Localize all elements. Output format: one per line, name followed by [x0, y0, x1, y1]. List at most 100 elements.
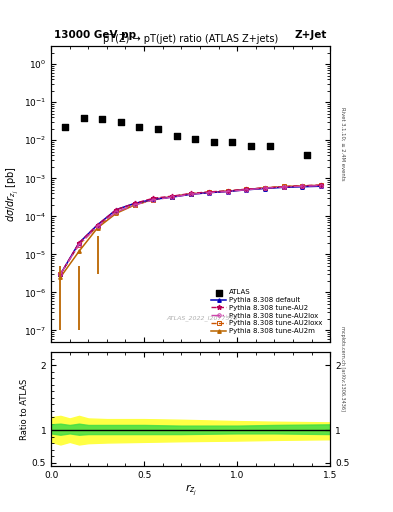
Pythia 8.308 tune-AU2loxx: [188, 191, 193, 197]
ATLAS: [155, 125, 161, 133]
Pythia 8.308 default: [263, 185, 267, 191]
ATLAS: [230, 138, 236, 146]
Pythia 8.308 tune-AU2: [151, 195, 156, 201]
Pythia 8.308 tune-AU2lox: [318, 183, 323, 189]
Pythia 8.308 tune-AU2m: [188, 191, 193, 197]
Pythia 8.308 default: [300, 184, 305, 190]
Pythia 8.308 tune-AU2lox: [132, 202, 137, 208]
Pythia 8.308 tune-AU2loxx: [58, 271, 63, 278]
Pythia 8.308 tune-AU2: [188, 190, 193, 197]
Pythia 8.308 tune-AU2lox: [300, 183, 305, 189]
Text: Z+Jet: Z+Jet: [295, 30, 327, 40]
Pythia 8.308 tune-AU2m: [300, 183, 305, 189]
Pythia 8.308 default: [244, 187, 249, 193]
Pythia 8.308 tune-AU2loxx: [207, 189, 211, 196]
Pythia 8.308 tune-AU2loxx: [170, 194, 174, 200]
Pythia 8.308 tune-AU2: [207, 189, 211, 195]
ATLAS: [211, 138, 217, 146]
Line: Pythia 8.308 tune-AU2m: Pythia 8.308 tune-AU2m: [59, 184, 323, 279]
Pythia 8.308 tune-AU2loxx: [95, 223, 100, 229]
Pythia 8.308 tune-AU2m: [207, 189, 211, 196]
Pythia 8.308 tune-AU2m: [281, 184, 286, 190]
Legend: ATLAS, Pythia 8.308 default, Pythia 8.308 tune-AU2, Pythia 8.308 tune-AU2lox, Py: ATLAS, Pythia 8.308 default, Pythia 8.30…: [209, 288, 324, 335]
Pythia 8.308 tune-AU2loxx: [244, 186, 249, 193]
ATLAS: [248, 142, 254, 151]
ATLAS: [99, 115, 105, 123]
Pythia 8.308 tune-AU2: [263, 185, 267, 191]
Pythia 8.308 tune-AU2lox: [188, 191, 193, 198]
Pythia 8.308 default: [226, 188, 230, 195]
Pythia 8.308 tune-AU2lox: [114, 209, 119, 215]
ATLAS: [81, 114, 87, 122]
ATLAS: [136, 123, 143, 132]
ATLAS: [62, 123, 68, 132]
Pythia 8.308 tune-AU2loxx: [318, 182, 323, 188]
Pythia 8.308 default: [188, 191, 193, 198]
Pythia 8.308 tune-AU2: [226, 188, 230, 194]
Pythia 8.308 tune-AU2loxx: [132, 202, 137, 208]
Pythia 8.308 default: [318, 183, 323, 189]
Pythia 8.308 tune-AU2: [300, 183, 305, 189]
ATLAS: [174, 132, 180, 140]
Pythia 8.308 tune-AU2m: [95, 225, 100, 231]
Title: pT(Z) → pT(jet) ratio (ATLAS Z+jets): pT(Z) → pT(jet) ratio (ATLAS Z+jets): [103, 34, 278, 44]
Pythia 8.308 tune-AU2lox: [244, 187, 249, 193]
Pythia 8.308 tune-AU2: [132, 200, 137, 206]
Pythia 8.308 default: [207, 189, 211, 196]
X-axis label: $r_{z_j}$: $r_{z_j}$: [185, 482, 196, 498]
Y-axis label: Ratio to ATLAS: Ratio to ATLAS: [20, 378, 29, 440]
Pythia 8.308 tune-AU2m: [132, 202, 137, 208]
Pythia 8.308 tune-AU2: [170, 193, 174, 199]
Pythia 8.308 default: [281, 184, 286, 190]
Pythia 8.308 tune-AU2m: [170, 194, 174, 200]
Pythia 8.308 tune-AU2lox: [58, 271, 63, 278]
Pythia 8.308 tune-AU2: [95, 222, 100, 228]
Pythia 8.308 tune-AU2loxx: [77, 242, 81, 248]
Pythia 8.308 tune-AU2lox: [207, 189, 211, 196]
Pythia 8.308 tune-AU2: [281, 184, 286, 190]
Line: Pythia 8.308 tune-AU2: Pythia 8.308 tune-AU2: [58, 183, 323, 276]
Pythia 8.308 tune-AU2: [244, 186, 249, 192]
Pythia 8.308 tune-AU2lox: [263, 185, 267, 191]
Pythia 8.308 tune-AU2loxx: [263, 185, 267, 191]
Pythia 8.308 tune-AU2lox: [77, 242, 81, 248]
Line: Pythia 8.308 default: Pythia 8.308 default: [59, 184, 323, 276]
Pythia 8.308 default: [132, 200, 137, 206]
ATLAS: [192, 135, 198, 143]
Pythia 8.308 tune-AU2m: [77, 248, 81, 254]
Pythia 8.308 default: [114, 206, 119, 212]
Text: 13000 GeV pp: 13000 GeV pp: [54, 30, 136, 40]
Pythia 8.308 tune-AU2lox: [151, 197, 156, 203]
Pythia 8.308 tune-AU2m: [244, 186, 249, 193]
Line: Pythia 8.308 tune-AU2loxx: Pythia 8.308 tune-AU2loxx: [59, 183, 323, 276]
ATLAS: [266, 142, 273, 151]
Pythia 8.308 tune-AU2loxx: [226, 188, 230, 194]
Text: mcplots.cern.ch [arXiv:1306.3436]: mcplots.cern.ch [arXiv:1306.3436]: [340, 326, 345, 411]
Pythia 8.308 tune-AU2m: [226, 188, 230, 194]
Pythia 8.308 tune-AU2m: [318, 182, 323, 188]
ATLAS: [118, 118, 124, 126]
Pythia 8.308 tune-AU2loxx: [114, 209, 119, 215]
Line: Pythia 8.308 tune-AU2lox: Pythia 8.308 tune-AU2lox: [59, 184, 323, 276]
Pythia 8.308 tune-AU2lox: [281, 184, 286, 190]
Pythia 8.308 default: [95, 222, 100, 228]
Pythia 8.308 tune-AU2lox: [95, 223, 100, 229]
Pythia 8.308 tune-AU2: [318, 182, 323, 188]
Pythia 8.308 default: [77, 240, 81, 246]
Pythia 8.308 tune-AU2loxx: [300, 183, 305, 189]
Pythia 8.308 tune-AU2m: [151, 196, 156, 202]
Pythia 8.308 tune-AU2m: [58, 274, 63, 281]
Pythia 8.308 default: [170, 194, 174, 200]
ATLAS: [304, 152, 310, 160]
Pythia 8.308 tune-AU2lox: [226, 188, 230, 195]
Pythia 8.308 tune-AU2: [58, 271, 63, 278]
Pythia 8.308 tune-AU2loxx: [151, 197, 156, 203]
Pythia 8.308 tune-AU2loxx: [281, 183, 286, 189]
Text: Rivet 3.1.10; ≥ 2.4M events: Rivet 3.1.10; ≥ 2.4M events: [340, 106, 345, 180]
Pythia 8.308 tune-AU2m: [263, 185, 267, 191]
Pythia 8.308 tune-AU2lox: [170, 194, 174, 200]
Pythia 8.308 tune-AU2m: [114, 210, 119, 217]
Pythia 8.308 default: [151, 196, 156, 202]
Pythia 8.308 tune-AU2: [114, 206, 119, 212]
Pythia 8.308 default: [58, 271, 63, 278]
